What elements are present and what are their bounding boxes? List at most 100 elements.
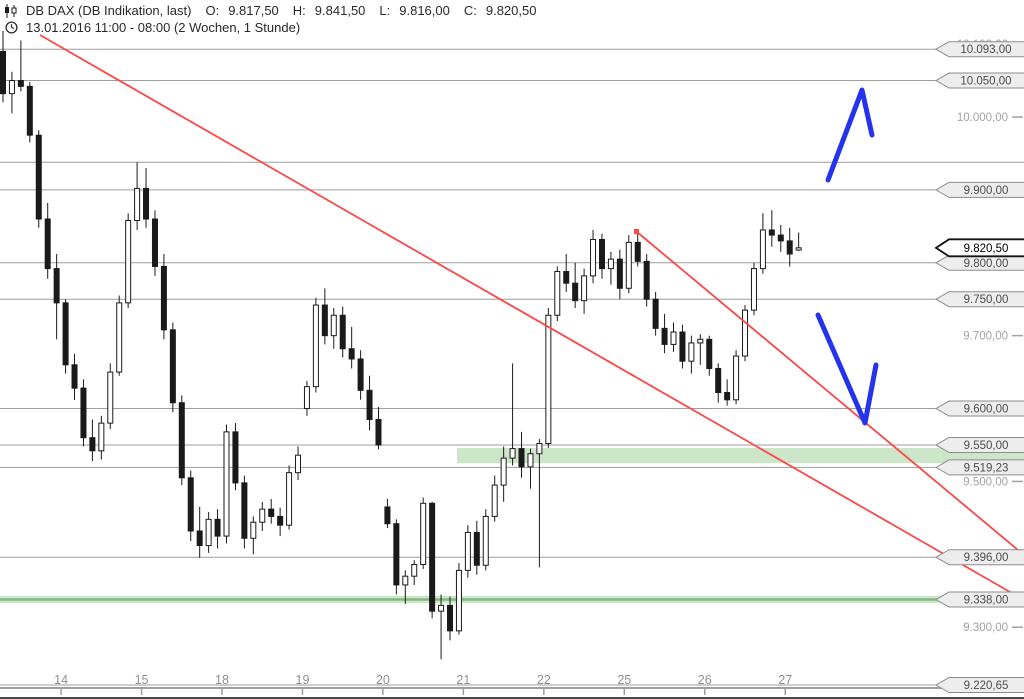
price-level-badge[interactable] <box>934 549 1024 566</box>
candle-body <box>402 575 409 586</box>
timerange-row: 13.01.2016 11:00 - 08:00 (2 Wochen, 1 St… <box>2 19 536 36</box>
close-label: C: <box>463 3 477 18</box>
candle <box>447 596 453 641</box>
candle-body <box>384 506 391 525</box>
y-axis-tick-label: 9.500,00 <box>963 476 1008 488</box>
candle <box>402 570 409 604</box>
candle-body <box>563 271 570 284</box>
candle <box>71 353 78 400</box>
candle-body <box>286 472 293 526</box>
candle <box>321 288 328 345</box>
candle <box>232 423 239 491</box>
candle <box>616 249 623 300</box>
candle-body <box>545 314 552 445</box>
price-level-badge[interactable] <box>934 677 1024 694</box>
candle <box>312 297 319 393</box>
candle <box>286 465 293 530</box>
down-impulse-arrow[interactable] <box>815 312 879 426</box>
candle <box>330 307 337 349</box>
candle-body <box>607 258 614 270</box>
downtrend-line-minor[interactable] <box>636 231 1024 556</box>
trendline-anchor-marker[interactable] <box>634 229 639 234</box>
price-level-badge[interactable] <box>934 254 1024 271</box>
x-axis-label: 18 <box>215 673 229 687</box>
candle <box>679 324 686 369</box>
candle-body <box>223 431 230 537</box>
candle <box>554 266 561 322</box>
candle <box>98 415 105 460</box>
candle-body <box>643 260 650 300</box>
x-axis-label: 21 <box>456 673 470 687</box>
candle-body <box>625 241 632 289</box>
price-level-badge-label: 9.750,00 <box>964 294 1009 306</box>
candle <box>563 254 570 292</box>
price-level-badge-label: 9.396,00 <box>964 552 1009 564</box>
candle-body <box>214 518 221 537</box>
candle-body <box>464 531 471 571</box>
candle-body <box>536 443 543 455</box>
candle <box>35 130 42 228</box>
instrument-row: DB DAX (DB Indikation, last) O: 9.817,50 … <box>2 2 536 19</box>
candle <box>160 254 167 340</box>
instrument-title: DB DAX (DB Indikation, last) <box>26 3 192 18</box>
price-level-badge-label: 10.093,00 <box>960 44 1011 56</box>
price-level-badge-label: 10.050,00 <box>960 76 1011 88</box>
price-level-badge[interactable] <box>934 459 1024 476</box>
price-level-badge[interactable] <box>934 41 1024 58</box>
candle-body <box>733 355 740 401</box>
candle-body <box>411 564 418 577</box>
price-level-badge[interactable] <box>934 400 1024 417</box>
candle-body <box>590 238 597 277</box>
candle <box>116 295 123 376</box>
candle-body <box>89 437 96 452</box>
price-level-badge[interactable] <box>934 291 1024 308</box>
downtrend-line-major[interactable] <box>39 34 1024 601</box>
candle-body <box>473 531 480 566</box>
x-axis-label: 27 <box>778 673 792 687</box>
price-level-badge[interactable] <box>934 591 1024 608</box>
candle-body <box>357 358 364 391</box>
candle-body <box>80 387 87 439</box>
price-level-badge[interactable] <box>934 181 1024 198</box>
y-axis-tick-label: 9.300,00 <box>963 622 1008 634</box>
candle-body <box>116 302 123 373</box>
candle <box>53 254 60 340</box>
high-value: 9.841,50 <box>314 3 366 18</box>
candle-body <box>652 298 659 329</box>
candle-body <box>768 229 775 236</box>
candle-body <box>26 85 33 136</box>
candle-body <box>786 240 793 255</box>
candle <box>393 519 400 595</box>
candle-body <box>724 392 731 401</box>
candle-body <box>438 604 445 612</box>
candle-body <box>742 309 749 357</box>
candle <box>742 305 749 362</box>
price-level-badge[interactable] <box>934 72 1024 89</box>
candle <box>80 379 87 447</box>
candle <box>768 210 775 247</box>
candle-body <box>598 238 605 270</box>
candle <box>268 498 275 524</box>
candle-body <box>205 518 212 547</box>
resistance-zone[interactable] <box>457 447 1024 464</box>
candle <box>366 375 373 431</box>
candle <box>178 395 185 486</box>
open-value: 9.817,50 <box>228 3 279 18</box>
price-level-badge[interactable] <box>934 436 1024 453</box>
candle <box>151 210 158 276</box>
current-price-badge-label: 9.820,50 <box>964 243 1009 255</box>
candle-body <box>420 502 427 566</box>
up-impulse-arrow[interactable] <box>825 87 875 183</box>
high-label: H: <box>292 3 306 18</box>
price-level-badge-label: 9.338,00 <box>964 595 1009 607</box>
candle <box>44 203 51 279</box>
candle <box>661 313 668 354</box>
candle <box>777 224 784 252</box>
price-level-badge-label: 9.220,65 <box>964 680 1009 692</box>
current-price-badge[interactable] <box>934 238 1024 258</box>
candle-body <box>98 422 105 452</box>
candle <box>759 213 766 274</box>
candle-body <box>277 515 284 526</box>
